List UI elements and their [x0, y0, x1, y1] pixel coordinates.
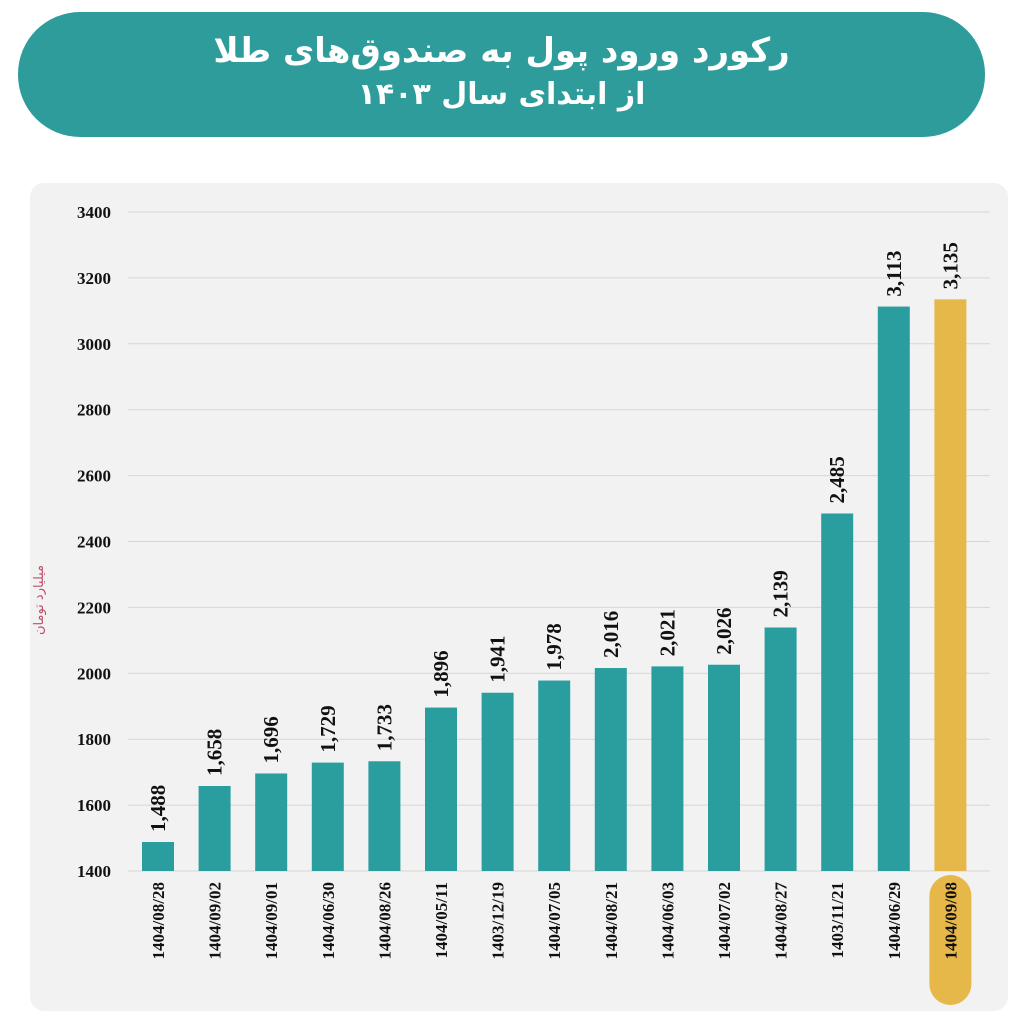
- x-tick-label: 1404/06/29: [885, 882, 904, 959]
- y-tick-label: 3400: [77, 203, 111, 222]
- bar: [481, 692, 514, 871]
- bar: [538, 680, 571, 871]
- y-tick-label: 2000: [77, 664, 111, 683]
- bar: [877, 306, 910, 871]
- x-tick-label: 1404/07/02: [715, 882, 734, 959]
- y-tick-label: 3000: [77, 335, 111, 354]
- y-tick-label: 2200: [77, 598, 111, 617]
- x-tick-label: 1403/11/21: [828, 882, 847, 959]
- y-tick-label: 2400: [77, 533, 111, 552]
- y-tick-label: 3200: [77, 269, 111, 288]
- data-label: 3,113: [882, 250, 906, 296]
- x-tick-label: 1404/06/03: [658, 882, 677, 959]
- data-label: 2,485: [825, 456, 849, 503]
- data-label: 1,488: [146, 785, 170, 832]
- highlight-label-pill: [929, 875, 972, 1005]
- chart-title-line2: از ابتدای سال ۱۴۰۳: [357, 77, 646, 112]
- data-label: 3,135: [938, 242, 962, 289]
- y-tick-label: 1600: [77, 796, 111, 815]
- data-label: 1,978: [542, 623, 566, 670]
- bar: [198, 785, 231, 871]
- x-tick-label: 1404/08/27: [772, 882, 791, 960]
- y-axis-label: میلیارد تومان: [32, 565, 47, 635]
- x-tick-label: 1403/12/19: [489, 882, 508, 959]
- data-label: 1,941: [486, 635, 510, 682]
- x-tick-label: 1404/08/28: [149, 882, 168, 959]
- bar: [255, 773, 288, 871]
- bar: [368, 761, 401, 871]
- data-label: 1,896: [429, 650, 453, 697]
- x-tick-label: 1404/08/21: [602, 882, 621, 959]
- bar: [764, 627, 797, 871]
- data-label: 2,139: [769, 570, 793, 617]
- bar: [425, 707, 457, 871]
- x-tick-label: 1404/07/05: [545, 882, 564, 959]
- data-label: 2,021: [655, 609, 679, 656]
- bar: [651, 666, 684, 871]
- bar: [934, 299, 967, 871]
- bar: [708, 664, 740, 871]
- data-label: 1,696: [259, 716, 283, 763]
- x-tick-label: 1404/05/11: [432, 882, 451, 959]
- data-label: 2,016: [599, 611, 623, 658]
- data-label: 2,026: [712, 607, 736, 654]
- bar: [311, 762, 344, 871]
- data-label: 1,733: [372, 704, 396, 751]
- x-tick-label: 1404/09/02: [206, 882, 225, 959]
- title-banner: رکورد ورود پول به صندوق‌های طلا از ابتدا…: [18, 12, 985, 137]
- x-tick-label: 1404/08/26: [375, 882, 394, 959]
- y-tick-label: 1400: [77, 862, 111, 881]
- y-tick-label: 1800: [77, 730, 111, 749]
- data-label: 1,658: [203, 729, 227, 776]
- y-tick-label: 2600: [77, 467, 111, 486]
- x-tick-label: 1404/06/30: [319, 882, 338, 959]
- y-tick-label: 2800: [77, 401, 111, 420]
- x-tick-label: 1404/09/01: [262, 882, 281, 959]
- bar: [594, 668, 627, 871]
- bar: [142, 842, 174, 871]
- chart-title-line1: رکورد ورود پول به صندوق‌های طلا: [213, 31, 790, 71]
- x-tick-label: 1404/09/08: [941, 882, 960, 959]
- data-label: 1,729: [316, 705, 340, 752]
- bar: [821, 513, 854, 871]
